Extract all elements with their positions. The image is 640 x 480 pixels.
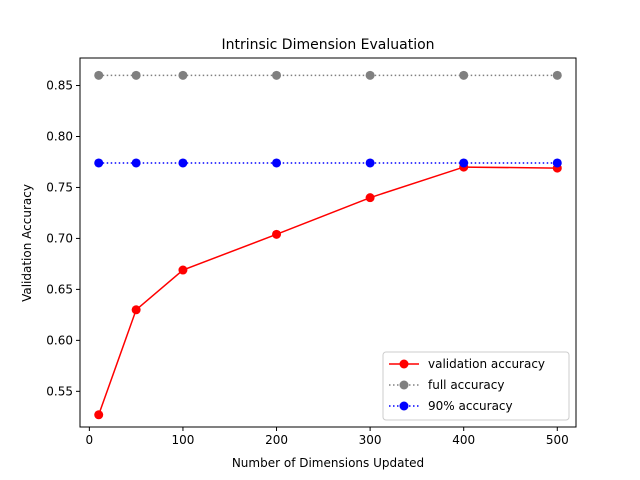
- x-tick-label: 100: [171, 433, 194, 447]
- data-point-validation-accuracy: [178, 265, 188, 275]
- data-point-validation-accuracy: [131, 305, 141, 315]
- legend-swatch-marker: [399, 380, 409, 390]
- data-point-full-accuracy: [131, 70, 141, 80]
- data-point-full-accuracy: [272, 70, 282, 80]
- legend-item-90pct-accuracy: 90% accuracy: [389, 399, 513, 413]
- data-point-90pct-accuracy: [365, 158, 375, 168]
- x-tick-label: 0: [86, 433, 94, 447]
- data-point-validation-accuracy: [365, 193, 375, 203]
- x-tick-label: 200: [265, 433, 288, 447]
- y-axis-label: Validation Accuracy: [20, 184, 34, 302]
- data-point-90pct-accuracy: [178, 158, 188, 168]
- series-layer: [94, 70, 562, 420]
- data-point-full-accuracy: [178, 70, 188, 80]
- x-tick-label: 300: [359, 433, 382, 447]
- data-point-90pct-accuracy: [552, 158, 562, 168]
- y-tick-label: 0.85: [46, 79, 73, 93]
- legend-item-full-accuracy: full accuracy: [389, 378, 504, 392]
- y-tick-label: 0.75: [46, 180, 73, 194]
- data-point-full-accuracy: [459, 70, 469, 80]
- y-tick-label: 0.80: [46, 129, 73, 143]
- data-point-90pct-accuracy: [459, 158, 469, 168]
- data-point-full-accuracy: [552, 70, 562, 80]
- legend-label: 90% accuracy: [428, 399, 513, 413]
- data-point-90pct-accuracy: [272, 158, 282, 168]
- data-point-90pct-accuracy: [131, 158, 141, 168]
- y-tick-label: 0.65: [46, 282, 73, 296]
- legend: validation accuracy full accuracy 90% accu…: [382, 351, 570, 421]
- series-90pct-accuracy: [94, 158, 562, 168]
- legend-swatch-marker: [399, 401, 409, 411]
- x-tick-label: 400: [452, 433, 475, 447]
- data-point-full-accuracy: [365, 70, 375, 80]
- series-full-accuracy: [94, 70, 562, 80]
- y-tick-label: 0.55: [46, 384, 73, 398]
- legend-label: validation accuracy: [428, 357, 545, 371]
- legend-box: [382, 351, 570, 421]
- data-point-full-accuracy: [94, 70, 104, 80]
- chart-title: Intrinsic Dimension Evaluation: [221, 37, 434, 53]
- data-point-validation-accuracy: [272, 229, 282, 239]
- x-axis: 0 100 200 300 400 500: [86, 427, 569, 447]
- data-point-90pct-accuracy: [94, 158, 104, 168]
- x-axis-label: Number of Dimensions Updated: [232, 456, 424, 470]
- x-tick-label: 500: [546, 433, 569, 447]
- data-point-validation-accuracy: [94, 410, 104, 420]
- y-axis: 0.55 0.60 0.65 0.70 0.75 0.80 0.85: [46, 79, 80, 398]
- legend-label: full accuracy: [428, 378, 504, 392]
- y-tick-label: 0.60: [46, 333, 73, 347]
- legend-item-validation-accuracy: validation accuracy: [389, 357, 545, 371]
- legend-swatch-marker: [399, 359, 409, 369]
- y-tick-label: 0.70: [46, 231, 73, 245]
